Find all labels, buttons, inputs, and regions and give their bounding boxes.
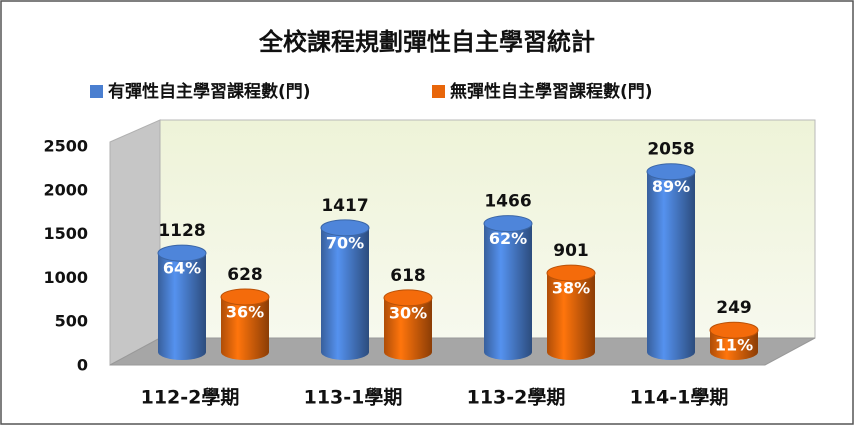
value-label: 618 (390, 266, 426, 286)
x-tick-label: 112-2學期 (141, 387, 240, 409)
bar (320, 219, 370, 360)
floor (109, 337, 816, 366)
x-tick-label: 113-2學期 (467, 387, 566, 409)
bar-top (157, 244, 207, 262)
y-tick-label: 2000 (43, 180, 88, 199)
bar-top (546, 264, 596, 282)
y-tick-label: 2500 (43, 137, 88, 156)
bar-body (158, 253, 206, 360)
value-label: 628 (227, 265, 263, 285)
bar (709, 321, 759, 360)
value-label: 1128 (158, 221, 205, 241)
bar (646, 163, 696, 360)
bar-body (384, 297, 432, 360)
share-label: 38% (552, 279, 590, 298)
share-label: 64% (163, 259, 201, 278)
legend-swatch (90, 85, 103, 98)
bar-top (383, 289, 433, 307)
bar-body (647, 171, 695, 360)
value-label: 1466 (484, 192, 531, 212)
bar-body (484, 223, 532, 360)
bar-top (709, 321, 759, 339)
share-label: 89% (652, 177, 690, 196)
bar (546, 264, 596, 360)
bar (483, 215, 533, 360)
share-label: 30% (389, 303, 427, 322)
bar (220, 288, 270, 360)
value-label: 901 (553, 241, 589, 261)
value-label: 1417 (321, 196, 368, 216)
bar-top (220, 288, 270, 306)
share-label: 70% (326, 233, 364, 252)
legend-label: 無彈性自主學習課程數(門) (450, 81, 653, 102)
y-tick-label: 1000 (43, 268, 88, 287)
share-label: 62% (489, 229, 527, 248)
y-tick-label: 500 (55, 312, 88, 331)
share-label: 11% (715, 336, 753, 355)
x-tick-label: 114-1學期 (630, 387, 729, 409)
chart-title: 全校課程規劃彈性自主學習統計 (258, 28, 595, 56)
bar-body (321, 227, 369, 360)
bar (157, 244, 207, 360)
share-label: 36% (226, 302, 264, 321)
legend-label: 有彈性自主學習課程數(門) (108, 81, 311, 102)
bar (383, 289, 433, 360)
legend-swatch (432, 85, 445, 98)
bar-top (646, 163, 696, 181)
bar-top (320, 219, 370, 237)
x-tick-label: 113-1學期 (304, 387, 403, 409)
value-label: 2058 (647, 140, 694, 160)
y-tick-label: 1500 (43, 224, 88, 243)
bar-body (547, 273, 595, 360)
bar-body (221, 296, 269, 360)
value-label: 249 (716, 298, 752, 318)
y-tick-label: 0 (77, 356, 88, 375)
side-wall (109, 119, 161, 366)
bar-top (483, 215, 533, 233)
